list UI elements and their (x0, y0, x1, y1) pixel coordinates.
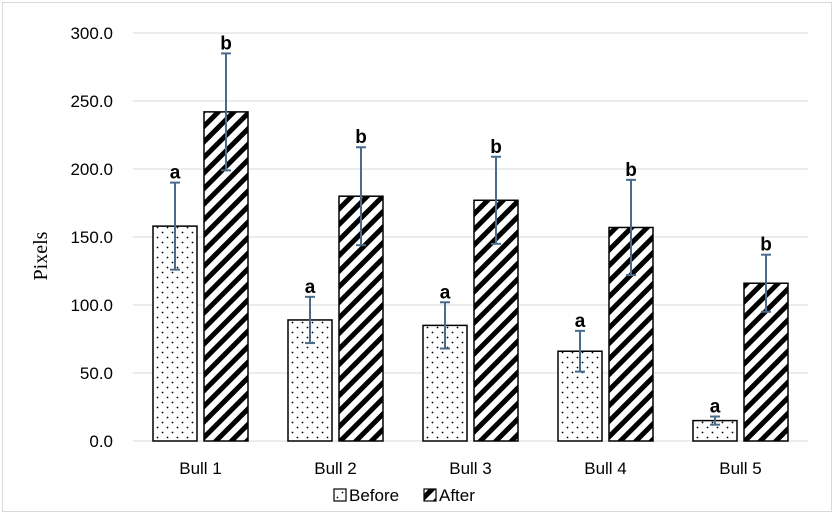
x-tick-label: Bull 4 (584, 459, 627, 478)
y-tick-label: 50.0 (80, 364, 113, 383)
legend-swatch-after (423, 488, 437, 502)
significance-label: a (710, 397, 721, 418)
y-tick-label: 300.0 (70, 24, 113, 43)
bars: a b a b a b a b a b (152, 33, 789, 442)
y-tick-label: 100.0 (70, 296, 113, 315)
significance-label: b (220, 33, 232, 54)
significance-label: a (575, 311, 586, 332)
x-tick-label: Bull 1 (179, 459, 222, 478)
y-tick-label: 150.0 (70, 228, 113, 247)
legend: Before After (333, 486, 475, 505)
y-tick-label: 200.0 (70, 160, 113, 179)
significance-label: a (440, 282, 451, 303)
y-tick-label: 250.0 (70, 92, 113, 111)
significance-label: a (170, 163, 181, 184)
significance-label: b (490, 137, 502, 158)
y-axis-ticks: 0.0 50.0 100.0 150.0 200.0 250.0 300.0 (70, 24, 113, 451)
significance-label: b (760, 235, 772, 256)
significance-label: b (355, 127, 367, 148)
significance-label: b (625, 160, 637, 181)
significance-label: a (305, 277, 316, 298)
x-tick-label: Bull 3 (449, 459, 492, 478)
y-tick-label: 0.0 (89, 432, 113, 451)
legend-label: After (439, 486, 475, 505)
y-axis-label: Pixels (30, 231, 52, 280)
legend-swatch-before (333, 488, 347, 502)
x-axis-ticks: Bull 1 Bull 2 Bull 3 Bull 4 Bull 5 (179, 459, 762, 478)
x-tick-label: Bull 5 (719, 459, 762, 478)
legend-label: Before (349, 486, 399, 505)
x-tick-label: Bull 2 (314, 459, 357, 478)
